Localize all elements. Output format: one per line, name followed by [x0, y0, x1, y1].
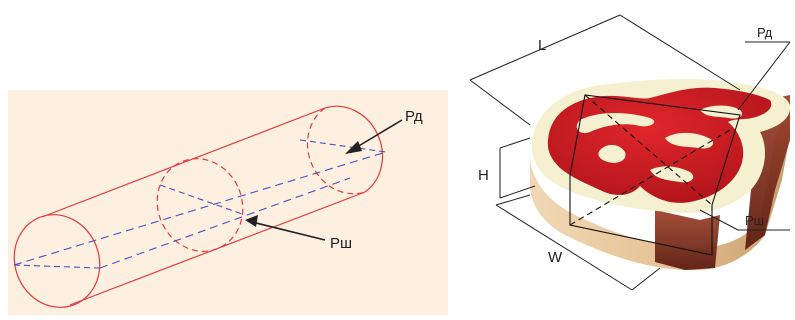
- long-axis-line-lower: [99, 177, 351, 269]
- width-label: W: [548, 249, 563, 266]
- right-long-axis-label: Рд: [757, 25, 773, 40]
- middle-diameter-line: [159, 184, 246, 216]
- short-axis-pointer-right: [699, 209, 739, 231]
- length-extension-right: [619, 14, 741, 91]
- left-long-axis-label: Рд: [405, 108, 423, 125]
- steak-dark-edge: [655, 210, 720, 270]
- height-label: H: [478, 167, 489, 184]
- end-diameter-line-left: [13, 264, 101, 269]
- measurement-box-hidden: [584, 94, 713, 206]
- cylinder-bottom-edge: [69, 191, 366, 306]
- cylinder-top-edge: [41, 107, 326, 218]
- marbling-5: [665, 132, 714, 149]
- measurement-box-front: [569, 175, 713, 256]
- height-extension-top: [499, 137, 531, 149]
- length-label: L: [538, 37, 546, 54]
- short-axis-arrowhead: [245, 215, 258, 227]
- height-extension-bottom: [499, 185, 536, 199]
- length-dimension-line: [469, 14, 621, 81]
- end-diameter-line: [299, 139, 387, 153]
- marbling-3: [650, 166, 694, 183]
- cylinder-right-end-back: [306, 107, 366, 195]
- long-axis-pointer: [351, 119, 403, 151]
- left-short-axis-label: Рш: [330, 235, 352, 252]
- long-axis-arrowhead: [345, 141, 362, 154]
- width-dimension-line: [495, 204, 633, 291]
- length-extension-left: [469, 79, 531, 126]
- marbling-1: [576, 113, 655, 134]
- marbling-2: [598, 144, 626, 163]
- measurement-box-top: [569, 94, 741, 206]
- cylinder-middle-section: [156, 158, 244, 252]
- width-extension-right: [631, 267, 661, 291]
- width-extension-left: [495, 194, 531, 206]
- cylinder-left-end: [13, 214, 101, 308]
- right-short-axis-label: Рш: [745, 213, 764, 228]
- steak-dark-edge-right: [745, 95, 790, 250]
- steak-diagram: L H W Рд Рш: [469, 14, 791, 291]
- long-axis-pointer-right: [737, 41, 791, 111]
- left-panel-background: [8, 90, 448, 315]
- cylinder-diagram: Рд Рш: [8, 90, 448, 315]
- short-axis-pointer: [251, 221, 326, 241]
- measurement-box-hidden-2: [569, 129, 731, 226]
- steak-side-edge: [529, 100, 790, 271]
